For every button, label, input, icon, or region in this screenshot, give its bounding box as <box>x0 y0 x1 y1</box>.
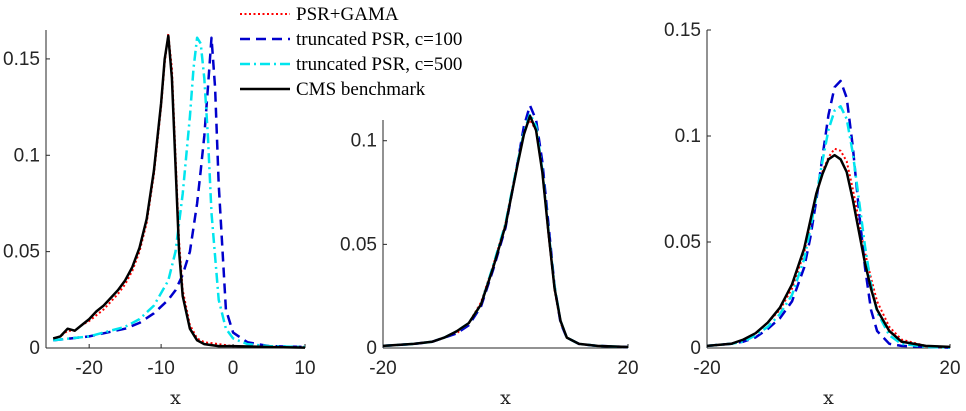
legend: PSR+GAMA truncated PSR, c=100 truncated PS… <box>240 4 462 100</box>
y-tick-label: 0.1 <box>675 126 701 147</box>
x-tick-label: 20 <box>939 358 960 379</box>
x-tick-label: 0 <box>228 358 239 379</box>
x-tick-label: 10 <box>294 358 315 379</box>
series-line-3 <box>53 36 306 349</box>
series-line-3 <box>706 105 951 349</box>
series-line-2 <box>706 79 951 349</box>
panel-2: 0 0.05 0.1 -20 20 x <box>340 104 639 409</box>
y-tick-label: 0 <box>29 338 40 359</box>
y-tick-label: 0.05 <box>3 242 40 263</box>
y-tick-label: 0.05 <box>340 234 377 255</box>
x-tick-label: 20 <box>617 358 638 379</box>
y-tick-label: 0.1 <box>351 131 377 152</box>
series-line-4 <box>706 153 951 349</box>
x-axis-label: x <box>170 387 181 409</box>
series-line-2 <box>53 36 306 349</box>
series-line-4 <box>52 34 306 349</box>
legend-label-3: truncated PSR, c=500 <box>296 54 462 75</box>
y-tick-label: 0 <box>366 338 377 359</box>
panel-3: 0 0.05 0.1 0.15 -20 20 x <box>664 20 961 409</box>
series-line-4 <box>382 114 629 349</box>
legend-label-4: CMS benchmark <box>296 79 426 100</box>
x-axis-label: x <box>500 387 511 409</box>
y-tick-label: 0.15 <box>3 49 40 70</box>
series-line-1 <box>52 32 306 349</box>
x-tick-label: -20 <box>75 358 102 379</box>
x-tick-label: -20 <box>369 358 396 379</box>
x-tick-label: -10 <box>147 358 174 379</box>
x-axis-label: x <box>823 387 834 409</box>
x-tick-label: -20 <box>693 358 720 379</box>
y-tick-label: 0 <box>690 338 701 359</box>
legend-label-2: truncated PSR, c=100 <box>296 29 462 50</box>
y-tick-label: 0.1 <box>14 145 40 166</box>
y-tick-label: 0.05 <box>664 232 701 253</box>
series-line-1 <box>382 119 629 348</box>
series-line-1 <box>706 147 951 348</box>
panel-1: 0 0.05 0.1 0.15 -20 -10 0 10 x <box>3 30 316 409</box>
y-tick-label: 0.15 <box>664 20 701 41</box>
legend-label-1: PSR+GAMA <box>296 4 399 25</box>
